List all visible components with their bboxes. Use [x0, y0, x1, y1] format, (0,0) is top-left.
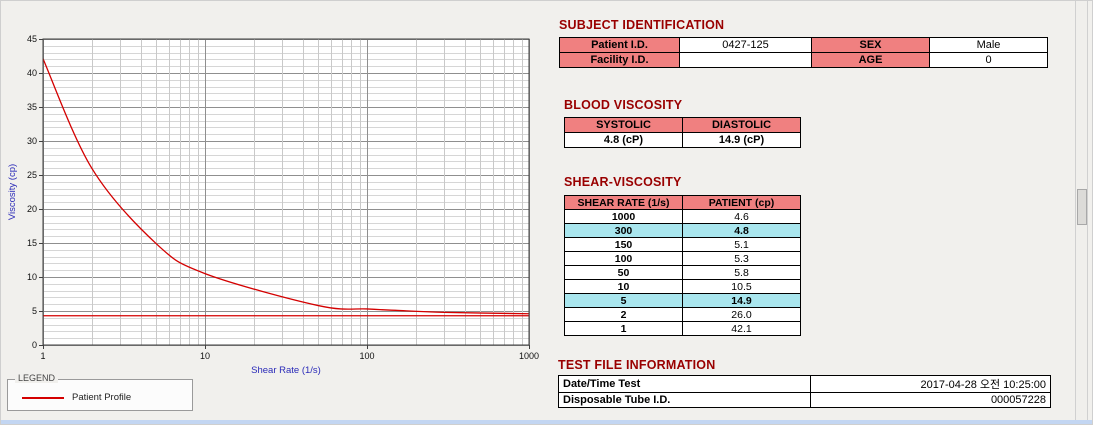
- table-row: SHEAR RATE (1/s) PATIENT (cp): [564, 195, 801, 210]
- shear-viscosity-row: 10 10.5: [564, 279, 801, 294]
- date-time-test-value: 2017-04-28 오전 10:25:00: [810, 375, 1051, 393]
- shear-viscosity-row: 1 42.1: [564, 321, 801, 336]
- subject-identification-table: Patient I.D. 0427-125 SEX Male Facility …: [559, 37, 1048, 68]
- blood-viscosity-title: BLOOD VISCOSITY: [564, 98, 683, 112]
- shear-rate-cell: 1000: [564, 209, 683, 224]
- date-time-test-label: Date/Time Test: [558, 375, 811, 393]
- blood-viscosity-table: SYSTOLIC DIASTOLIC 4.8 (cP) 14.9 (cP): [564, 117, 801, 148]
- window-bottom-border: [1, 420, 1092, 424]
- systolic-header: SYSTOLIC: [564, 117, 683, 133]
- patient-id-label: Patient I.D.: [559, 37, 680, 53]
- svg-text:20: 20: [27, 204, 37, 214]
- shear-viscosity-row: 100 5.3: [564, 251, 801, 266]
- patient-viscosity-cell: 42.1: [682, 321, 801, 336]
- age-value: 0: [929, 52, 1048, 68]
- patient-viscosity-cell: 26.0: [682, 307, 801, 322]
- svg-text:45: 45: [27, 34, 37, 44]
- shear-rate-cell: 2: [564, 307, 683, 322]
- svg-text:1000: 1000: [519, 351, 539, 361]
- svg-text:35: 35: [27, 102, 37, 112]
- diastolic-header: DIASTOLIC: [682, 117, 801, 133]
- table-row: SYSTOLIC DIASTOLIC: [564, 117, 801, 133]
- shear-viscosity-table: SHEAR RATE (1/s) PATIENT (cp) 1000 4.6 300…: [564, 195, 801, 336]
- sex-value: Male: [929, 37, 1048, 53]
- patient-cp-header: PATIENT (cp): [682, 195, 801, 210]
- svg-text:1: 1: [40, 351, 45, 361]
- patient-id-value: 0427-125: [679, 37, 812, 53]
- test-file-information-title: TEST FILE INFORMATION: [558, 358, 716, 372]
- patient-viscosity-cell: 14.9: [682, 293, 801, 308]
- facility-id-label: Facility I.D.: [559, 52, 680, 68]
- patient-viscosity-cell: 5.8: [682, 265, 801, 280]
- facility-id-value: [679, 52, 812, 68]
- svg-text:Viscosity (cp): Viscosity (cp): [7, 164, 18, 220]
- shear-rate-cell: 5: [564, 293, 683, 308]
- shear-rate-cell: 100: [564, 251, 683, 266]
- table-row: Patient I.D. 0427-125 SEX Male: [559, 37, 1048, 53]
- svg-text:40: 40: [27, 68, 37, 78]
- scrollbar-thumb[interactable]: [1077, 189, 1087, 225]
- diastolic-value: 14.9 (cP): [682, 132, 801, 148]
- svg-text:15: 15: [27, 238, 37, 248]
- shear-table-body: 1000 4.6 300 4.8 150 5.1 100 5.3 50 5.8 10 10.5 5 14.…: [564, 209, 801, 336]
- test-file-information-table: Date/Time Test 2017-04-28 오전 10:25:00 Di…: [558, 375, 1051, 408]
- shear-rate-cell: 10: [564, 279, 683, 294]
- age-label: AGE: [811, 52, 930, 68]
- table-row: Date/Time Test 2017-04-28 오전 10:25:00: [558, 375, 1051, 393]
- table-row: Disposable Tube I.D. 000057228: [558, 392, 1051, 408]
- table-row: Facility I.D. AGE 0: [559, 52, 1048, 68]
- table-row: 4.8 (cP) 14.9 (cP): [564, 132, 801, 148]
- svg-text:25: 25: [27, 170, 37, 180]
- subject-identification-title: SUBJECT IDENTIFICATION: [559, 18, 725, 32]
- svg-text:5: 5: [32, 306, 37, 316]
- svg-text:Shear Rate (1/s): Shear Rate (1/s): [251, 365, 321, 376]
- viscosity-chart: 0 5 10 15 20 25 30 35 40 45 1 10 100 1000 Shear Rate (…: [7, 34, 539, 376]
- sex-label: SEX: [811, 37, 930, 53]
- disposable-tube-id-label: Disposable Tube I.D.: [558, 392, 811, 408]
- legend-entry: Patient Profile: [22, 392, 192, 403]
- patient-viscosity-cell: 4.6: [682, 209, 801, 224]
- legend-title: LEGEND: [15, 373, 59, 383]
- vertical-scrollbar[interactable]: [1075, 1, 1088, 424]
- legend-box: LEGEND Patient Profile: [7, 373, 193, 411]
- patient-viscosity-cell: 5.1: [682, 237, 801, 252]
- shear-rate-cell: 1: [564, 321, 683, 336]
- shear-viscosity-row: 5 14.9: [564, 293, 801, 308]
- svg-text:100: 100: [359, 351, 374, 361]
- shear-viscosity-row: 2 26.0: [564, 307, 801, 322]
- shear-viscosity-row: 150 5.1: [564, 237, 801, 252]
- shear-rate-cell: 50: [564, 265, 683, 280]
- shear-viscosity-title: SHEAR-VISCOSITY: [564, 175, 682, 189]
- patient-viscosity-cell: 5.3: [682, 251, 801, 266]
- patient-viscosity-cell: 4.8: [682, 223, 801, 238]
- svg-text:30: 30: [27, 136, 37, 146]
- patient-viscosity-cell: 10.5: [682, 279, 801, 294]
- legend-entry-label: Patient Profile: [72, 392, 132, 403]
- report-panel: SUBJECT IDENTIFICATION Patient I.D. 0427…: [557, 1, 1073, 424]
- shear-viscosity-row: 300 4.8: [564, 223, 801, 238]
- disposable-tube-id-value: 000057228: [810, 392, 1051, 408]
- svg-text:10: 10: [27, 272, 37, 282]
- shear-viscosity-row: 50 5.8: [564, 265, 801, 280]
- shear-viscosity-row: 1000 4.6: [564, 209, 801, 224]
- svg-text:0: 0: [32, 340, 37, 350]
- patient-profile-line-swatch: [22, 396, 64, 399]
- shear-rate-header: SHEAR RATE (1/s): [564, 195, 683, 210]
- systolic-value: 4.8 (cP): [564, 132, 683, 148]
- shear-rate-cell: 150: [564, 237, 683, 252]
- svg-text:10: 10: [200, 351, 210, 361]
- shear-rate-cell: 300: [564, 223, 683, 238]
